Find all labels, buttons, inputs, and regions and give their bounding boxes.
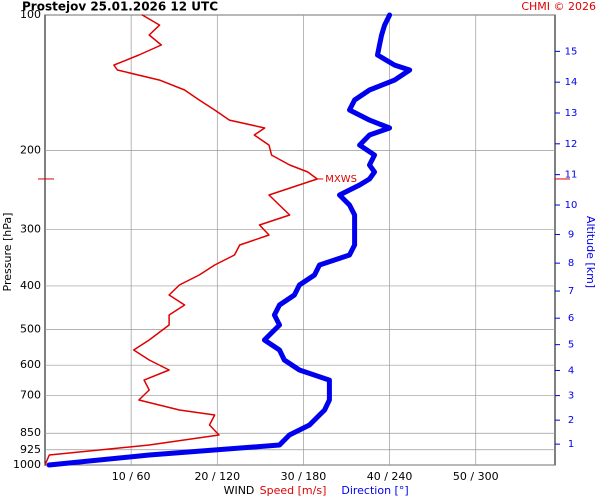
y2-tick-label: 14	[565, 77, 578, 88]
credit: CHMI © 2026	[521, 0, 596, 13]
y2-tick-label: 6	[568, 313, 574, 324]
y2-tick-label: 13	[565, 108, 578, 119]
x-tick-label: 10 / 60	[112, 470, 151, 483]
y-tick-label: 700	[20, 388, 41, 401]
y-axis-label: Pressure [hPa]	[1, 213, 14, 292]
y2-tick-label: 5	[568, 340, 574, 351]
x-tick-label: 30 / 180	[281, 470, 327, 483]
x-axis-label: WIND	[224, 484, 255, 497]
plot-frame	[44, 14, 556, 466]
chart-title: Prostejov 25.01.2026 12 UTC	[22, 0, 218, 14]
direction-label: Direction [°]	[341, 484, 408, 497]
y-tick-label: 600	[20, 358, 41, 371]
y2-tick-label: 11	[565, 170, 578, 181]
y-tick-label: 925	[20, 443, 41, 456]
y2-tick-label: 1	[568, 439, 574, 450]
y2-tick-label: 15	[565, 46, 578, 57]
y-tick-label: 100	[20, 8, 41, 21]
y2-tick-label: 3	[568, 391, 574, 402]
direction-line	[46, 12, 413, 468]
y-tick-label: 200	[20, 143, 41, 156]
y-tick-label: 850	[20, 426, 41, 439]
y-tick-label: 1000	[13, 458, 41, 471]
y-tick-label: 400	[20, 279, 41, 292]
y2-tick-label: 7	[568, 286, 574, 297]
y2-tick-label: 10	[565, 200, 578, 211]
y2-axis-label: Altitude [km]	[584, 216, 597, 288]
y-tick-label: 300	[20, 223, 41, 236]
y2-tick-label: 8	[568, 258, 574, 269]
speed-line	[44, 14, 318, 466]
y2-tick-label: 4	[568, 365, 574, 376]
marker-label: MXWS	[325, 174, 357, 185]
y-tick-label: 500	[20, 323, 41, 336]
y2-tick-label: 12	[565, 139, 578, 150]
y2-tick-label: 2	[568, 415, 574, 426]
x-tick-label: 20 / 120	[194, 470, 240, 483]
speed-label: Speed [m/s]	[260, 484, 327, 497]
y2-tick-label: 9	[568, 229, 574, 240]
x-tick-label: 40 / 240	[367, 470, 413, 483]
x-tick-label: 50 / 300	[453, 470, 499, 483]
